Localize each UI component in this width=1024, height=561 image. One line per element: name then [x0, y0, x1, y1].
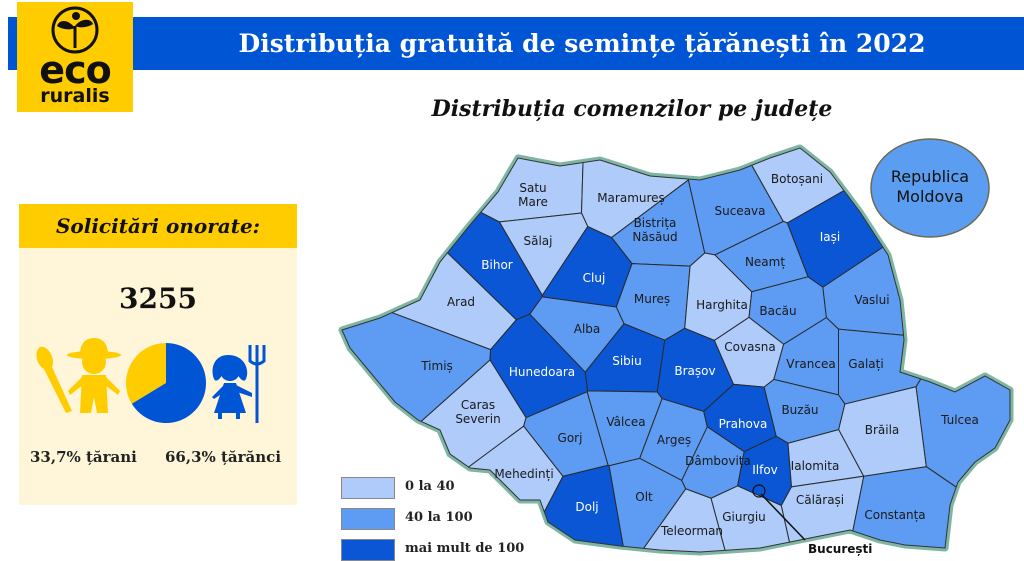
county-label-suceava: Suceava	[714, 204, 765, 218]
county-label-arges: Argeș	[657, 433, 691, 447]
county-label-hunedoara: Hunedoara	[509, 365, 575, 379]
county-label-tulcea: Tulcea	[940, 413, 979, 427]
legend-label-low: 0 la 40	[405, 479, 455, 494]
county-label-olt: Olt	[635, 490, 653, 504]
county-label-gorj: Gorj	[558, 431, 583, 445]
legend-swatch-low	[341, 477, 395, 499]
sprout-icon	[51, 6, 99, 54]
county-label-maramures: Maramureș	[597, 191, 665, 205]
county-label-valcea: Vâlcea	[606, 415, 645, 429]
county-label-iasi: Iași	[820, 230, 840, 244]
county-label-dolj: Dolj	[575, 500, 598, 514]
farmer-woman-icon	[212, 345, 266, 423]
county-label-prahova: Prahova	[719, 417, 768, 431]
bucharest-pointer-line	[760, 493, 806, 541]
requests-count: 3255	[119, 282, 197, 315]
pie-slice-women	[131, 343, 207, 423]
county-label-ialomita: Ialomita	[791, 459, 840, 473]
county-label-mures: Mureș	[634, 292, 670, 306]
county-label-salaj: Sălaj	[524, 234, 553, 248]
county-label-covasna: Covasna	[724, 340, 775, 354]
county-label-botosani: Botoșani	[771, 172, 823, 186]
legend-label-mid: 40 la 100	[405, 510, 473, 525]
eco-ruralis-logo: eco ruralis	[17, 2, 133, 112]
county-label-vaslui: Vaslui	[854, 293, 889, 307]
county-label-calarasi: Călărași	[796, 493, 844, 507]
county-label-dambovita: Dâmbovița	[685, 454, 751, 468]
moldova-label-line1: Republica	[891, 167, 969, 186]
moldova-circle	[870, 138, 990, 238]
header-bar	[8, 17, 1024, 70]
county-label-harghita: Harghita	[696, 298, 748, 312]
county-label-caras-severin: Caras Severin	[455, 398, 500, 426]
farmer-man-icon	[36, 338, 121, 413]
map-title: Distribuția comenzilor pe județe	[431, 96, 833, 122]
moldova-label-line2: Moldova	[896, 187, 963, 206]
county-label-ilfov: Ilfov	[752, 463, 778, 477]
women-percentage: 66,3% țărănci	[165, 448, 282, 466]
county-label-cluj: Cluj	[583, 271, 606, 285]
pie-chart	[126, 343, 207, 423]
country-outline	[341, 147, 1011, 553]
logo-text-ruralis: ruralis	[40, 85, 110, 107]
panel-heading: Solicitări onorate:	[19, 204, 297, 248]
bucharest-marker: București	[752, 484, 872, 556]
legend-swatch-high	[341, 539, 395, 561]
county-label-sibiu: Sibiu	[612, 354, 642, 368]
county-labels: Satu Mare Maramureș Sălaj Bistrița Năsăud Suce…	[420, 172, 979, 538]
men-percentage: 33,7% țărani	[30, 448, 137, 466]
bucharest-circle	[752, 484, 766, 498]
county-label-satu-mare: Satu Mare	[518, 181, 548, 209]
county-label-buzau: Buzău	[781, 403, 818, 417]
legend-swatch-mid	[341, 508, 395, 530]
bucharest-label: București	[808, 542, 872, 556]
page-title: Distribuția gratuită de semințe țărăneșt…	[238, 29, 926, 58]
county-label-alba: Alba	[574, 322, 601, 336]
county-neamt	[714, 220, 809, 293]
county-label-mehedinti: Mehedinți	[494, 467, 553, 481]
pie-slice-men	[126, 343, 166, 404]
legend-label-high: mai mult de 100	[405, 541, 525, 556]
county-label-timis: Timiș	[420, 359, 453, 373]
county-label-bistrita-nasaud: Bistrița Năsăud	[632, 216, 677, 244]
county-label-neamt: Neamț	[745, 255, 785, 269]
county-label-bacau: Bacău	[759, 304, 796, 318]
county-label-vrancea: Vrancea	[786, 357, 835, 371]
county-label-brasov: Brașov	[674, 364, 715, 378]
moldova-marker: Republica Moldova	[870, 138, 990, 238]
county-label-constanta: Constanța	[864, 508, 925, 522]
county-label-bihor: Bihor	[481, 258, 513, 272]
county-label-arad: Arad	[447, 295, 475, 309]
county-label-braila: Brăila	[865, 423, 900, 437]
county-label-giurgiu: Giurgiu	[722, 510, 766, 524]
logo-text-eco: eco	[39, 48, 111, 92]
gender-infographic	[36, 338, 266, 423]
county-label-teleorman: Teleorman	[660, 524, 723, 538]
county-label-galati: Galați	[848, 357, 883, 371]
